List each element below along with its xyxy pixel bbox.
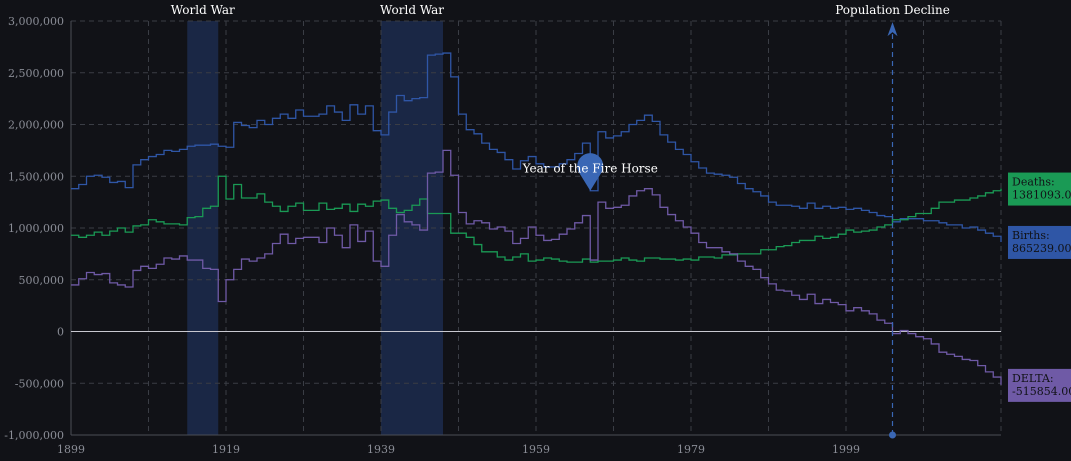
y-tick-label: 2,000,000 xyxy=(8,119,64,132)
series-layer xyxy=(71,52,1002,385)
ticks-layer: -1,000,000 -500,000 0 500,000 1,000,000 1,500… xyxy=(4,15,860,456)
fire-horse-pin-marker xyxy=(577,153,604,191)
births-end-label-value: 865239.00 xyxy=(1012,242,1071,255)
war-band-label: World War xyxy=(171,3,235,17)
x-tick-label: 1899 xyxy=(57,443,85,456)
population-decline-label: Population Decline xyxy=(835,3,950,17)
x-tick-label: 1979 xyxy=(677,443,705,456)
end-labels-layer: Births:865239.00 Deaths:1381093.00 DELTA:-… xyxy=(1008,172,1071,402)
delta-series-line xyxy=(71,149,1002,385)
x-tick-label: 1999 xyxy=(832,443,860,456)
population-decline-anchor-dot xyxy=(889,431,896,439)
x-tick-label: 1959 xyxy=(522,443,550,456)
births-end-label-box xyxy=(1008,225,1071,259)
population-decline-arrowhead xyxy=(887,22,898,37)
delta-end-label-name: DELTA: xyxy=(1012,372,1054,385)
fire-horse-label: Year of the Fire Horse xyxy=(522,162,658,176)
y-tick-label: 2,500,000 xyxy=(8,67,64,80)
y-tick-label: 500,000 xyxy=(19,274,65,287)
births-series-line xyxy=(71,52,1002,242)
x-tick-label: 1939 xyxy=(367,443,395,456)
delta-end-label-box xyxy=(1008,368,1071,402)
y-tick-label: -1,000,000 xyxy=(4,429,64,442)
war-band-label: World War xyxy=(380,3,444,17)
annotations-layer: World War World War Year of the Fire Horse… xyxy=(171,3,950,439)
x-tick-label: 1919 xyxy=(212,443,240,456)
deaths-end-label-name: Deaths: xyxy=(1012,176,1055,189)
deaths-series-line xyxy=(71,175,1002,263)
deaths-end-label-box xyxy=(1008,172,1071,206)
y-tick-label: 3,000,000 xyxy=(8,15,64,28)
y-tick-label: 1,000,000 xyxy=(8,222,64,235)
y-tick-label: -500,000 xyxy=(15,377,64,390)
deaths-end-label-value: 1381093.00 xyxy=(1012,189,1071,202)
delta-end-label-value: -515854.00 xyxy=(1012,385,1071,398)
births-end-label-name: Births: xyxy=(1012,229,1050,242)
y-tick-label: 1,500,000 xyxy=(8,170,64,183)
y-tick-label: 0 xyxy=(57,326,64,339)
